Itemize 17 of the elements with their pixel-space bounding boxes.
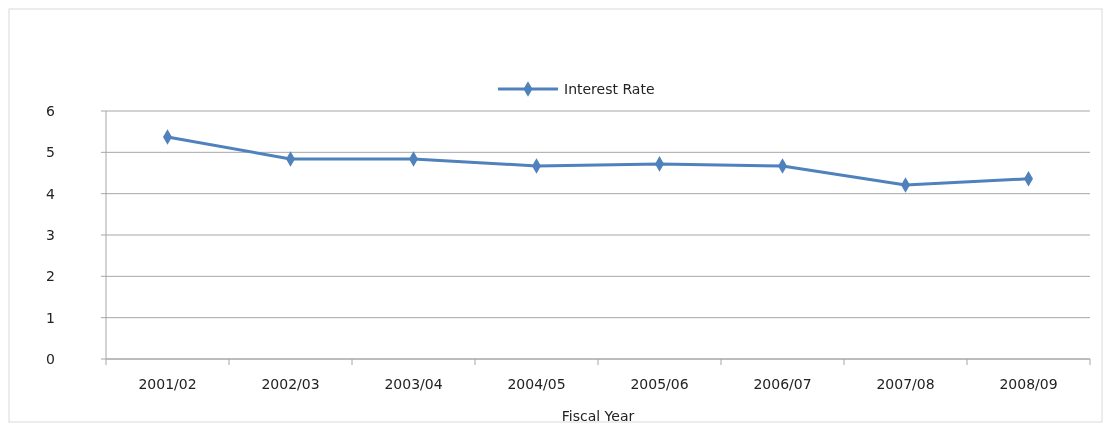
y-tick-label: 0 [46, 350, 55, 367]
legend-label: Interest Rate [564, 80, 655, 97]
x-axis-title: Fiscal Year [561, 408, 635, 424]
y-tick-label: 6 [46, 102, 55, 119]
x-tick-label: 2006/07 [753, 376, 812, 392]
x-tick-label: 2005/06 [630, 376, 689, 392]
x-tick-label: 2003/04 [384, 376, 443, 392]
x-tick-label: 2001/02 [138, 376, 197, 392]
x-tick-label: 2002/03 [261, 376, 320, 392]
y-tick-label: 1 [46, 309, 55, 326]
y-tick-label: 2 [46, 268, 55, 285]
x-tick-label: 2008/09 [999, 376, 1058, 392]
y-tick-label: 4 [46, 185, 55, 202]
x-tick-label: 2004/05 [507, 376, 566, 392]
x-tick-label: 2007/08 [876, 376, 935, 392]
y-tick-label: 3 [46, 226, 55, 243]
y-tick-label: 5 [46, 144, 55, 161]
